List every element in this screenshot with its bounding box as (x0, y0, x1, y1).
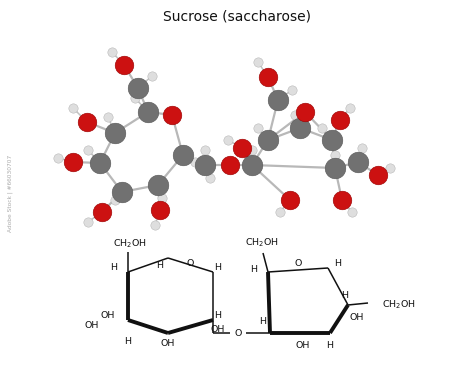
Point (118, 189, 126, 195)
Point (69, 159, 77, 165)
Text: OH: OH (211, 325, 225, 335)
Point (84, 147, 92, 153)
Point (374, 172, 382, 178)
Point (248, 162, 256, 168)
Point (111, 130, 119, 136)
Point (331, 152, 339, 158)
Point (354, 159, 362, 165)
Point (346, 105, 354, 111)
Point (54, 155, 62, 161)
Point (288, 87, 296, 93)
Point (286, 197, 294, 203)
Text: $\mathrm{CH_2OH}$: $\mathrm{CH_2OH}$ (382, 299, 416, 311)
Text: OH: OH (161, 338, 175, 348)
Text: H: H (215, 310, 221, 320)
Text: O: O (186, 258, 194, 268)
Point (191, 159, 199, 165)
Point (104, 114, 112, 120)
Point (156, 207, 164, 213)
Text: H: H (215, 263, 221, 271)
Point (201, 147, 209, 153)
Point (134, 85, 142, 91)
Text: O: O (234, 328, 242, 338)
Point (274, 97, 282, 103)
Point (84, 219, 92, 225)
Point (358, 145, 366, 151)
Text: OH: OH (296, 340, 310, 350)
Point (69, 105, 77, 111)
Text: H: H (327, 340, 334, 350)
Point (248, 147, 256, 153)
Point (254, 125, 262, 131)
Point (318, 125, 326, 131)
Point (328, 137, 336, 143)
Text: $\mathrm{CH_2OH}$: $\mathrm{CH_2OH}$ (113, 238, 147, 250)
Point (154, 182, 162, 188)
Point (108, 49, 116, 55)
Text: H: H (341, 291, 348, 300)
Point (224, 137, 232, 143)
Point (276, 209, 284, 215)
Text: OH: OH (350, 313, 365, 323)
Point (254, 59, 262, 65)
Point (98, 209, 106, 215)
Point (144, 109, 152, 115)
Point (338, 197, 346, 203)
Point (331, 165, 339, 171)
Text: H: H (110, 263, 118, 273)
Point (238, 145, 246, 151)
Point (179, 152, 187, 158)
Text: Sucrose (saccharose): Sucrose (saccharose) (163, 9, 311, 23)
Text: H: H (250, 266, 257, 275)
Point (348, 209, 356, 215)
Point (206, 175, 214, 181)
Point (386, 165, 394, 171)
Text: $\mathrm{CH_2OH}$: $\mathrm{CH_2OH}$ (245, 237, 279, 249)
Text: Adobe Stock | #66030707: Adobe Stock | #66030707 (7, 154, 13, 232)
Point (201, 162, 209, 168)
Text: H: H (156, 261, 164, 271)
Point (264, 74, 272, 80)
Point (301, 109, 309, 115)
Point (264, 137, 272, 143)
Point (83, 119, 91, 125)
Point (158, 195, 166, 201)
Point (291, 112, 299, 118)
Text: H: H (125, 338, 131, 346)
Point (226, 162, 234, 168)
Point (168, 112, 176, 118)
Text: H: H (335, 258, 341, 268)
Text: OH: OH (85, 320, 99, 330)
Point (111, 197, 119, 203)
Text: OH: OH (101, 311, 115, 320)
Point (131, 95, 139, 101)
Point (96, 160, 104, 166)
Point (336, 117, 344, 123)
Text: O: O (294, 258, 301, 268)
Point (120, 62, 128, 68)
Point (151, 222, 159, 228)
Text: H: H (259, 318, 266, 326)
Point (148, 73, 156, 79)
Point (296, 125, 304, 131)
